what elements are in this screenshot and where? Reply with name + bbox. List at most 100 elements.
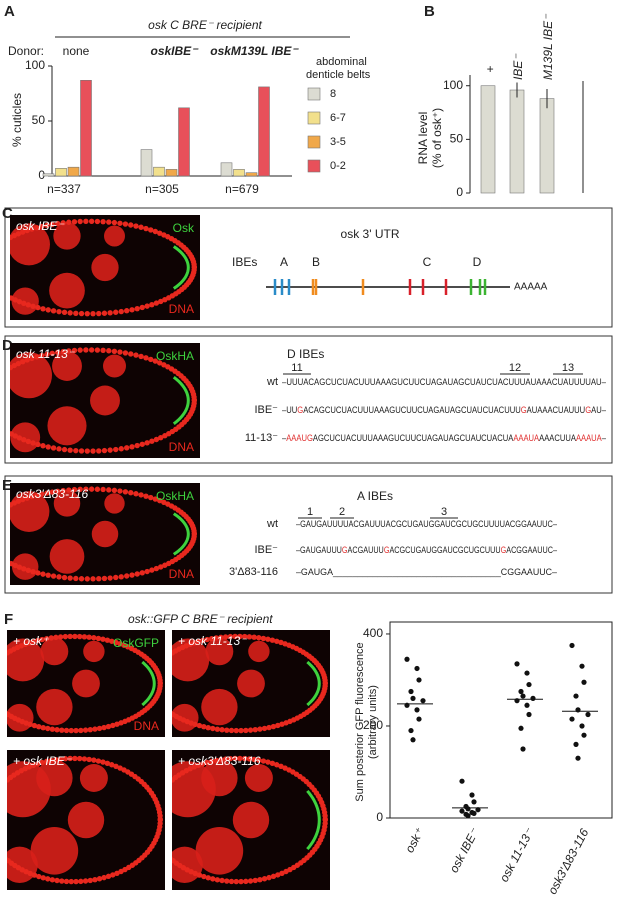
- follicle-cell: [81, 634, 88, 640]
- image-label: + osk IBE⁻: [13, 754, 73, 768]
- legend-title: denticle belts: [306, 69, 371, 81]
- follicle-cell: [117, 220, 123, 226]
- follicle-cell: [113, 574, 119, 581]
- follicle-cell: [62, 633, 69, 640]
- follicle-cell: [67, 575, 73, 581]
- follicle-cell: [95, 635, 102, 642]
- plot-frame: [389, 621, 613, 819]
- follicle-cell: [67, 447, 73, 453]
- follicle-cell: [88, 218, 95, 225]
- x-tick-label: osk IBE⁻: [447, 825, 483, 875]
- data-point: [408, 688, 414, 695]
- nurse-cell: [47, 406, 87, 446]
- follicle-cell: [78, 727, 84, 734]
- follicle-cell: [118, 720, 124, 726]
- follicle-cell: [134, 305, 140, 312]
- follicle-cell: [35, 637, 41, 644]
- follicle-cell: [204, 636, 210, 643]
- follicle-cell: [25, 438, 32, 445]
- follicle-cell: [29, 493, 35, 500]
- legend-label: 3-5: [330, 136, 346, 148]
- follicle-cell: [96, 725, 103, 732]
- micrograph: [0, 215, 200, 320]
- legend-swatch: [307, 87, 321, 101]
- image-label: osk IBE⁻: [16, 219, 65, 233]
- follicle-cell: [208, 758, 215, 765]
- follicle-cell: [88, 347, 95, 353]
- follicle-cell: [25, 567, 32, 573]
- follicle-cell: [210, 876, 216, 882]
- bar: [42, 173, 55, 177]
- bar: [178, 107, 190, 177]
- follicle-cell: [0, 708, 5, 713]
- follicle-cell: [157, 816, 163, 822]
- nurse-cell: [232, 801, 270, 839]
- follicle-cell: [0, 287, 1, 292]
- nurse-cell: [72, 669, 100, 698]
- y-tick-label: 0: [376, 810, 383, 824]
- legend-swatch: [307, 135, 321, 149]
- x-tick-label: osk 11-13⁻: [497, 825, 537, 884]
- bar: [233, 169, 245, 177]
- follicle-cell: [279, 721, 285, 727]
- micrograph: [0, 630, 165, 737]
- follicle-cell: [158, 564, 164, 570]
- follicle-cell: [73, 575, 79, 582]
- follicle-cell: [84, 448, 90, 454]
- follicle-cell: [247, 878, 254, 884]
- bar: [140, 149, 153, 177]
- follicle-cell: [31, 872, 38, 878]
- nurse-cell: [201, 759, 238, 797]
- sequence-segment: ACAGCUCUACUUUAAAGUCUUCUAGAUAGCUAUCUACUUU: [303, 405, 521, 416]
- follicle-cell: [21, 437, 27, 443]
- follicle-cell: [261, 876, 268, 882]
- dna-label: DNA: [169, 440, 194, 454]
- panel-label: F: [4, 611, 13, 628]
- follicle-cell: [111, 487, 118, 494]
- follicle-cell: [49, 489, 55, 495]
- follicle-cell: [7, 856, 8, 860]
- data-point: [414, 707, 420, 713]
- data-point: [410, 737, 416, 743]
- follicle-cell: [21, 566, 27, 572]
- stain-label: OskHA: [156, 489, 194, 503]
- follicle-cell: [35, 570, 41, 576]
- stain-label: Osk: [173, 221, 195, 235]
- follicle-cell: [143, 355, 149, 361]
- sequence-segment: –UU: [282, 405, 297, 416]
- y-tick-label: 50: [450, 132, 464, 146]
- follicle-cell: [128, 222, 134, 228]
- poly-a: AAAAA: [514, 282, 548, 293]
- follicle-cell: [100, 486, 106, 493]
- dna-label: DNA: [169, 302, 194, 316]
- follicle-cell: [45, 307, 51, 313]
- bar: [67, 166, 80, 177]
- follicle-cell: [16, 298, 23, 305]
- follicle-cell: [201, 873, 207, 880]
- follicle-cell: [63, 727, 70, 734]
- follicle-cell: [88, 486, 95, 492]
- panel-label: A: [4, 3, 15, 20]
- sequence-segment: G: [297, 405, 303, 416]
- follicle-cell: [34, 354, 40, 360]
- follicle-cell: [0, 706, 2, 711]
- follicle-cell: [133, 491, 139, 497]
- panel-label: B: [424, 3, 435, 20]
- follicle-cell: [266, 724, 272, 731]
- sequence-segment: ACGCUGAUGGAUCGCUGCUUU: [389, 545, 500, 556]
- nurse-cell: [53, 222, 81, 250]
- nurse-cell: [49, 272, 85, 309]
- follicle-cell: [66, 219, 72, 225]
- follicle-cell: [15, 360, 22, 367]
- follicle-cell: [19, 359, 26, 365]
- data-point: [459, 808, 465, 814]
- follicle-cell: [283, 868, 289, 875]
- category-label: IBE⁻: [511, 53, 525, 80]
- follicle-cell: [27, 870, 33, 877]
- follicle-cell: [113, 446, 119, 453]
- follicle-cell: [129, 444, 135, 450]
- sequence-title: A IBEs: [357, 489, 393, 503]
- follicle-cell: [251, 756, 257, 763]
- follicle-cell: [24, 357, 30, 363]
- nurse-cell: [90, 385, 120, 416]
